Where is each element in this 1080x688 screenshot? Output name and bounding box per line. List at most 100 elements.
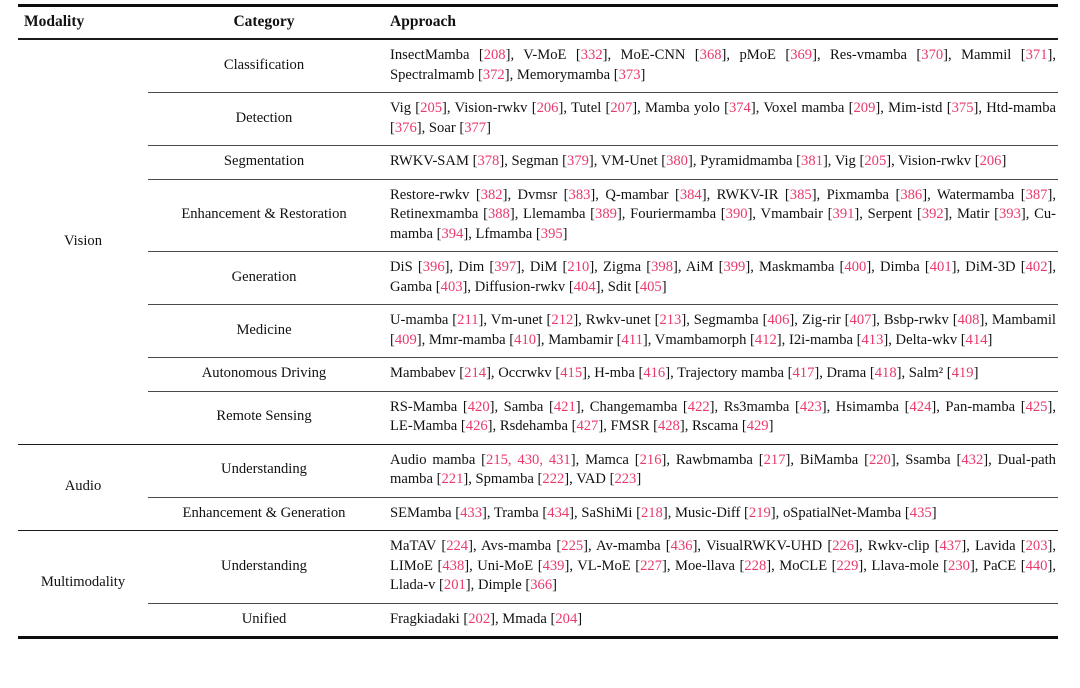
citation-ref[interactable]: 401 [929,259,952,275]
citation-ref[interactable]: 376 [394,119,417,136]
citation-ref[interactable]: 380 [666,153,688,169]
citation-ref[interactable]: 229 [836,557,859,574]
citation-ref[interactable]: 426 [465,418,488,434]
citation-ref[interactable]: 421 [553,398,576,415]
citation-ref[interactable]: 207 [610,100,633,116]
citation-ref[interactable]: 425 [1025,398,1048,415]
citation-ref[interactable]: 382 [480,186,503,203]
citation-ref[interactable]: 373 [618,66,641,83]
citation-ref[interactable]: 411 [621,331,643,348]
citation-ref[interactable]: 206 [536,100,559,116]
citation-ref[interactable]: 416 [643,365,666,381]
citation-ref[interactable]: 410 [514,331,537,348]
citation-ref[interactable]: 372 [482,66,505,83]
citation-ref[interactable]: 369 [790,47,813,63]
citation-ref[interactable]: 374 [728,100,751,116]
citation-ref[interactable]: 379 [567,153,589,169]
citation-ref[interactable]: 402 [1025,259,1048,275]
citation-ref[interactable]: 215, 430, 431 [486,451,571,468]
citation-ref[interactable]: 216 [639,451,662,468]
citation-ref[interactable]: 212 [551,312,574,328]
citation-ref[interactable]: 394 [441,225,464,242]
citation-ref[interactable]: 434 [547,504,570,521]
citation-ref[interactable]: 213 [659,312,682,328]
citation-ref[interactable]: 406 [767,312,790,328]
citation-ref[interactable]: 203 [1025,538,1048,554]
citation-ref[interactable]: 412 [754,331,777,348]
citation-ref[interactable]: 392 [921,206,944,222]
citation-ref[interactable]: 381 [801,153,823,169]
citation-ref[interactable]: 423 [799,398,822,415]
citation-ref[interactable]: 439 [542,557,565,574]
citation-ref[interactable]: 413 [861,331,884,348]
citation-ref[interactable]: 433 [460,504,483,521]
citation-ref[interactable]: 371 [1025,47,1048,63]
citation-ref[interactable]: 208 [483,47,506,63]
citation-ref[interactable]: 224 [446,538,469,554]
citation-ref[interactable]: 383 [568,186,591,203]
citation-ref[interactable]: 219 [748,504,771,521]
citation-ref[interactable]: 435 [909,504,932,521]
citation-ref[interactable]: 408 [957,312,980,328]
citation-ref[interactable]: 214 [464,365,487,381]
citation-ref[interactable]: 204 [555,610,578,627]
citation-ref[interactable]: 419 [951,365,974,381]
citation-ref[interactable]: 417 [792,365,815,381]
citation-ref[interactable]: 230 [948,557,970,574]
citation-ref[interactable]: 222 [542,471,565,487]
citation-ref[interactable]: 370 [921,47,944,63]
citation-ref[interactable]: 221 [441,471,464,487]
citation-ref[interactable]: 220 [868,451,891,468]
citation-ref[interactable]: 206 [979,153,1002,169]
citation-ref[interactable]: 377 [464,119,487,136]
citation-ref[interactable]: 211 [457,312,479,328]
citation-ref[interactable]: 201 [443,577,466,593]
citation-ref[interactable]: 332 [580,47,603,63]
citation-ref[interactable]: 415 [560,365,583,381]
citation-ref[interactable]: 409 [394,331,417,348]
citation-ref[interactable]: 424 [909,398,932,415]
citation-ref[interactable]: 223 [614,471,637,487]
citation-ref[interactable]: 389 [595,206,617,222]
citation-ref[interactable]: 384 [679,186,702,203]
citation-ref[interactable]: 378 [477,153,500,169]
citation-ref[interactable]: 422 [687,398,710,415]
citation-ref[interactable]: 366 [530,577,553,593]
citation-ref[interactable]: 209 [853,100,876,116]
citation-ref[interactable]: 404 [573,278,596,295]
citation-ref[interactable]: 403 [440,278,463,295]
citation-ref[interactable]: 399 [723,259,746,275]
citation-ref[interactable]: 429 [746,418,769,434]
citation-ref[interactable]: 226 [832,538,855,554]
citation-ref[interactable]: 368 [699,47,722,63]
citation-ref[interactable]: 210 [567,259,590,275]
citation-ref[interactable]: 205 [864,153,887,169]
citation-ref[interactable]: 205 [420,100,443,116]
citation-ref[interactable]: 386 [900,186,923,203]
citation-ref[interactable]: 387 [1025,186,1048,203]
citation-ref[interactable]: 385 [789,186,812,203]
citation-ref[interactable]: 388 [487,206,510,222]
citation-ref[interactable]: 414 [965,331,988,348]
citation-ref[interactable]: 427 [576,418,599,434]
citation-ref[interactable]: 225 [561,538,584,554]
citation-ref[interactable]: 391 [832,206,855,222]
citation-ref[interactable]: 418 [874,365,897,381]
citation-ref[interactable]: 440 [1025,557,1048,574]
citation-ref[interactable]: 398 [651,259,673,275]
citation-ref[interactable]: 375 [951,100,974,116]
citation-ref[interactable]: 432 [961,451,984,468]
citation-ref[interactable]: 397 [494,259,517,275]
citation-ref[interactable]: 228 [744,557,767,574]
citation-ref[interactable]: 438 [442,557,465,574]
citation-ref[interactable]: 393 [998,206,1021,222]
citation-ref[interactable]: 437 [939,538,962,554]
citation-ref[interactable]: 390 [725,206,748,222]
citation-ref[interactable]: 218 [640,504,663,521]
citation-ref[interactable]: 400 [844,259,867,275]
citation-ref[interactable]: 420 [467,398,490,415]
citation-ref[interactable]: 396 [422,259,445,275]
citation-ref[interactable]: 428 [657,418,680,434]
citation-ref[interactable]: 405 [639,278,662,295]
citation-ref[interactable]: 395 [540,225,563,242]
